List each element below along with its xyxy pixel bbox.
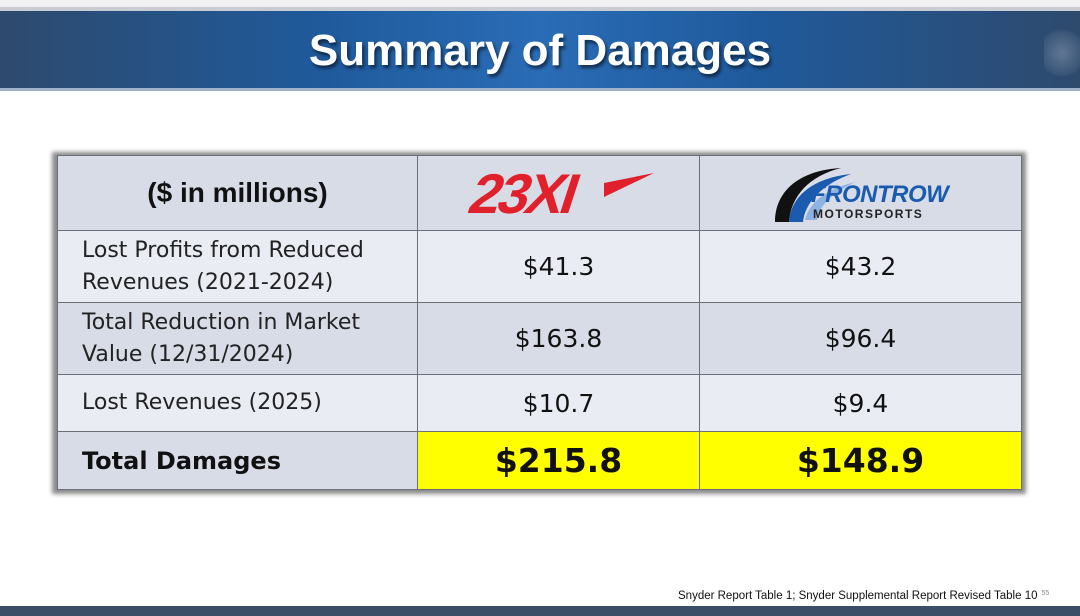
table-row: Total Reduction in Market Value (12/31/2… [57, 302, 1022, 375]
value-frontrow-lost-profits: $43.2 [699, 230, 1022, 303]
23xi-logo: 23XI [461, 163, 654, 223]
value-23xi-lost-revenues: $10.7 [417, 374, 700, 432]
table-row: Lost Revenues (2025) $10.7 $9.4 [57, 374, 1022, 432]
top-edge [0, 7, 1080, 11]
value-23xi-market-value: $163.8 [417, 302, 700, 375]
title-banner: Summary of Damages [0, 11, 1080, 91]
total-frontrow-value: $148.9 [699, 431, 1022, 490]
damages-table: ($ in millions) 23XI FRONTROW MOTORSPORT… [57, 155, 1022, 490]
header-front-row: FRONTROW MOTORSPORTS [699, 155, 1022, 231]
table-row: Lost Profits from Reduced Revenues (2021… [57, 230, 1022, 303]
top-strip [0, 0, 1080, 7]
row-label-lost-revenues: Lost Revenues (2025) [57, 374, 418, 432]
bottom-bar [0, 606, 1080, 616]
front-row-logo-text: FRONTROW [811, 181, 951, 208]
source-footnote: Snyder Report Table 1; Snyder Supplement… [678, 590, 1050, 602]
page-number: 55 [1041, 590, 1050, 597]
header-23xi: 23XI [417, 155, 700, 231]
slide-title: Summary of Damages [308, 26, 772, 75]
value-23xi-lost-profits: $41.3 [417, 230, 700, 303]
total-23xi-value: $215.8 [417, 431, 700, 490]
row-label-lost-profits: Lost Profits from Reduced Revenues (2021… [57, 230, 418, 303]
unit-header: ($ in millions) [57, 155, 418, 231]
23xi-logo-text: 23XI [461, 163, 585, 223]
row-label-market-value: Total Reduction in Market Value (12/31/2… [57, 302, 418, 375]
banner-decoration [1044, 17, 1080, 89]
value-frontrow-market-value: $96.4 [699, 302, 1022, 375]
total-damages-label: Total Damages [57, 431, 418, 490]
total-row: Total Damages $215.8 $148.9 [57, 431, 1022, 490]
table-header-row: ($ in millions) 23XI FRONTROW MOTORSPORT… [57, 155, 1022, 231]
front-row-motorsports-logo: FRONTROW MOTORSPORTS [774, 168, 951, 222]
motorsports-logo-text: MOTORSPORTS [813, 207, 923, 221]
value-frontrow-lost-revenues: $9.4 [699, 374, 1022, 432]
